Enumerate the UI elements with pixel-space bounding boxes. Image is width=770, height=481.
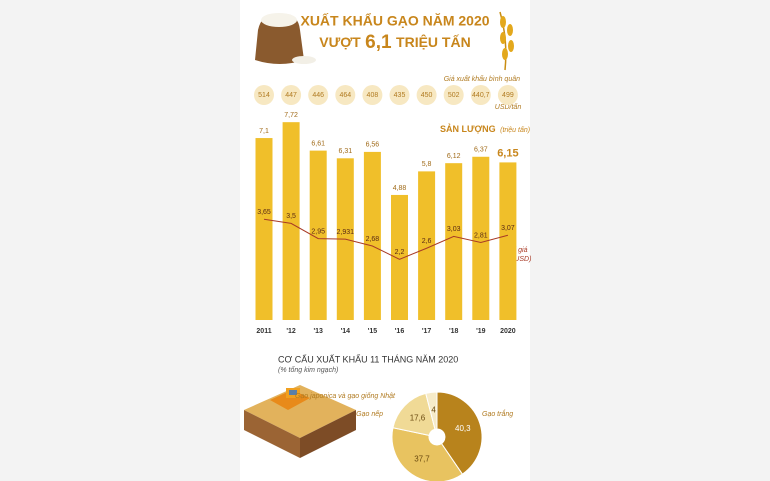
line-value-label: 3,03 bbox=[447, 226, 461, 233]
bar bbox=[363, 151, 381, 320]
x-tick-label: '19 bbox=[476, 328, 486, 335]
value-label: Trị giá bbox=[509, 247, 528, 254]
bar bbox=[282, 122, 300, 320]
bar-value-label: 6,37 bbox=[474, 147, 488, 154]
value-unit: (tỷ USD) bbox=[505, 256, 532, 263]
line-value-label: 3,5 bbox=[286, 213, 296, 220]
price-bubble bbox=[362, 85, 383, 105]
x-tick-label: '13 bbox=[313, 328, 323, 335]
pie-slice bbox=[436, 391, 483, 475]
price-bubble bbox=[335, 85, 356, 105]
bar bbox=[499, 162, 517, 320]
x-tick-label: '16 bbox=[395, 328, 405, 335]
price-value-label: 446 bbox=[312, 92, 324, 99]
bar-value-label: 6,31 bbox=[338, 148, 352, 155]
bar bbox=[391, 194, 408, 320]
line-value-label: 2,95 bbox=[311, 228, 325, 235]
price-bubble bbox=[281, 85, 302, 105]
bar-value-label: 5,8 bbox=[422, 161, 432, 168]
line-value-label: 2,931 bbox=[337, 229, 355, 236]
pie-subtitle: (% tổng kim ngạch) bbox=[278, 366, 338, 374]
x-tick-label: '17 bbox=[422, 328, 432, 335]
x-tick-label: 2020 bbox=[500, 328, 516, 335]
x-tick-label: '14 bbox=[341, 328, 351, 335]
subtitle: VƯỢT 6,1 TRIỆU TẤN bbox=[319, 32, 470, 53]
bar-value-label: 7,72 bbox=[284, 112, 298, 119]
price-bubble bbox=[470, 85, 491, 105]
pie-value-label: 37,7 bbox=[414, 455, 430, 464]
volume-label: SẢN LƯỢNG (triệu tấn) bbox=[440, 121, 530, 138]
line-value-label: 2,2 bbox=[395, 249, 405, 256]
pie-category-label: Gạo nếp bbox=[356, 410, 383, 418]
bar-value-label: 4,88 bbox=[393, 185, 407, 192]
pie-category-label: Gạo japonica và gạo giống Nhật bbox=[295, 392, 396, 400]
subtitle-part: VƯỢT bbox=[319, 34, 361, 50]
x-tick-label: '12 bbox=[286, 328, 296, 335]
price-bubble bbox=[254, 85, 274, 105]
bar bbox=[472, 156, 490, 320]
pie-slice bbox=[392, 392, 436, 436]
rice-bag-icon bbox=[255, 13, 316, 65]
pie-value-label: 4 bbox=[431, 405, 436, 414]
price-value-label: 464 bbox=[339, 92, 351, 99]
price-unit: USD/tấn bbox=[495, 103, 522, 111]
rice-stalk-icon bbox=[499, 11, 514, 71]
price-value-label: 435 bbox=[394, 92, 406, 99]
line-value-label: 3,65 bbox=[257, 209, 271, 216]
pie-value-label: 17,6 bbox=[410, 413, 426, 422]
volume-unit: (triệu tấn) bbox=[500, 126, 530, 134]
price-value-label: 499 bbox=[502, 92, 514, 99]
line-value-label: 2,6 bbox=[422, 238, 432, 245]
subtitle-part: TRIỆU TẤN bbox=[396, 33, 471, 50]
price-value-label: 450 bbox=[421, 92, 433, 99]
bar-value-label: 7,1 bbox=[259, 128, 269, 135]
pie-value-label: 40,3 bbox=[455, 424, 471, 433]
bar-value-label: 6,61 bbox=[311, 140, 325, 147]
x-tick-label: '15 bbox=[368, 328, 378, 335]
x-tick-label: '18 bbox=[449, 328, 459, 335]
price-label: Giá xuất khẩu bình quân bbox=[444, 75, 520, 83]
bar bbox=[418, 171, 436, 320]
price-bubble bbox=[497, 85, 518, 105]
volume-name: SẢN LƯỢNG bbox=[440, 123, 496, 134]
price-bubble bbox=[416, 85, 437, 105]
harvester-illustration bbox=[244, 385, 356, 458]
price-bubble bbox=[308, 85, 329, 105]
line-value-label: 3,07 bbox=[501, 225, 515, 232]
bar-value-label: 6,12 bbox=[447, 153, 461, 160]
bar-value-label: 6,56 bbox=[366, 142, 380, 149]
pie-title: CƠ CẤU XUẤT KHẨU 11 THÁNG NĂM 2020 bbox=[278, 353, 458, 364]
bar bbox=[445, 163, 463, 320]
bar-value-label: 6,15 bbox=[497, 147, 518, 159]
title: XUẤT KHẨU GẠO NĂM 2020 bbox=[300, 12, 489, 29]
price-bubble bbox=[389, 85, 410, 105]
price-value-label: 502 bbox=[448, 92, 460, 99]
pie-slice bbox=[425, 391, 438, 430]
line-value-label: 2,68 bbox=[366, 236, 380, 243]
price-value-label: 408 bbox=[367, 92, 379, 99]
line-value-label: 2,81 bbox=[474, 232, 488, 239]
x-tick-label: 2011 bbox=[256, 328, 271, 335]
value-line bbox=[263, 218, 509, 260]
bar bbox=[309, 150, 327, 320]
price-value-label: 447 bbox=[285, 92, 297, 99]
bar bbox=[255, 138, 273, 320]
price-value-label: 440,7 bbox=[472, 92, 490, 99]
pie-category-label: Gạo trắng bbox=[482, 409, 513, 418]
subtitle-number: 6,1 bbox=[365, 32, 392, 53]
price-value-label: 514 bbox=[258, 92, 270, 99]
price-bubble bbox=[443, 85, 464, 105]
pie-slice bbox=[391, 427, 464, 481]
